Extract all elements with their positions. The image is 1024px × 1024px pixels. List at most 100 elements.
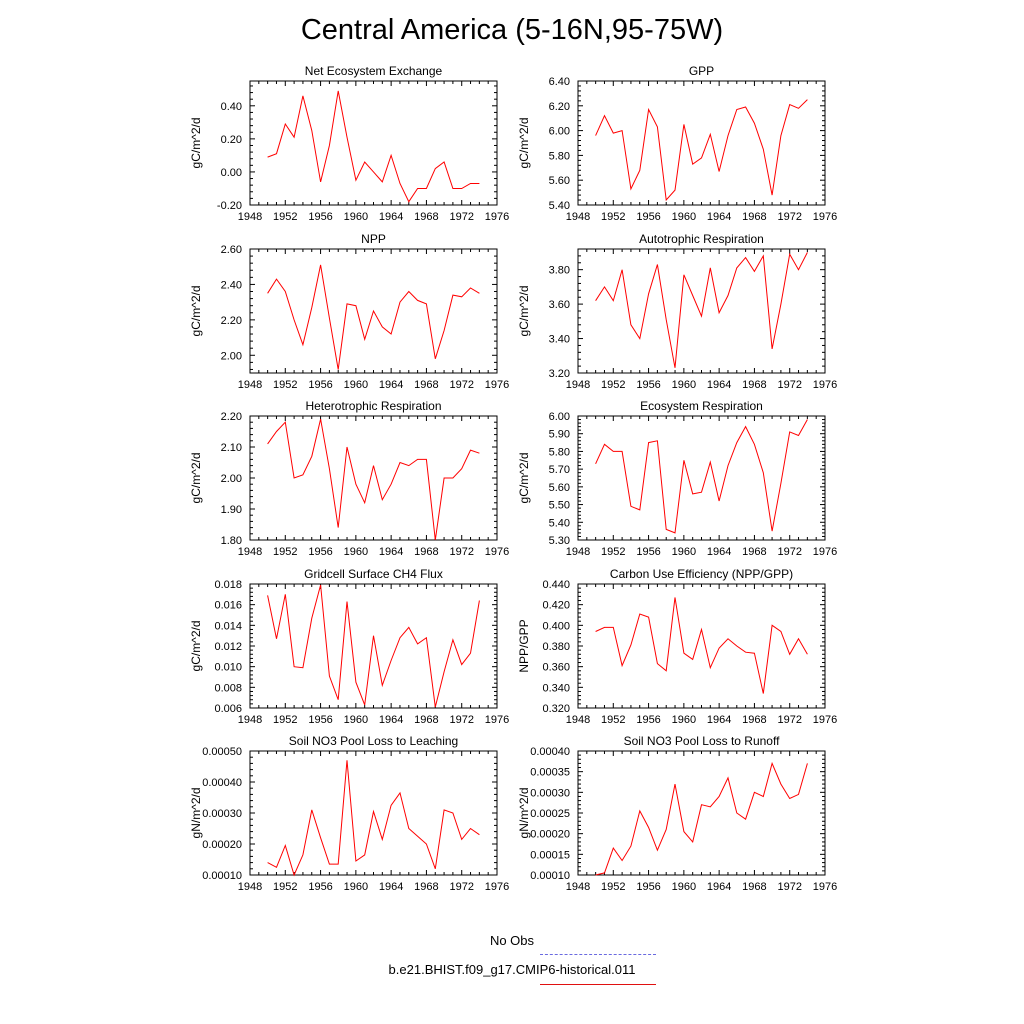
y-tick-label: 0.400 <box>542 620 570 632</box>
x-tick-label: 1968 <box>742 546 766 558</box>
y-tick-label: 2.60 <box>221 244 242 256</box>
y-tick-label: 6.20 <box>549 101 570 113</box>
y-tick-label: 3.60 <box>549 299 570 311</box>
x-tick-label: 1960 <box>672 881 696 893</box>
y-tick-label: 0.00 <box>221 167 242 179</box>
x-tick-label: 1972 <box>449 714 473 726</box>
x-tick-label: 1948 <box>238 881 262 893</box>
chart-panel-5: Heterotrophic Respiration gC/m^2/d 1948 195… <box>189 399 509 558</box>
y-tick-label: 3.40 <box>549 334 570 346</box>
chart-panel-3: NPP gC/m^2/d 1948 1952 1956 1960 1964 1968 1972 1… <box>189 232 509 391</box>
x-tick-label: 1952 <box>273 881 297 893</box>
x-tick-label: 1964 <box>707 379 731 391</box>
y-tick-label: 0.00040 <box>202 777 242 789</box>
x-tick-label: 1960 <box>344 211 368 223</box>
y-tick-label: 0.00020 <box>530 829 570 841</box>
y-tick-label: 5.70 <box>549 464 570 476</box>
y-tick-label: 0.016 <box>214 600 242 612</box>
series-line <box>267 760 480 877</box>
x-tick-label: 1956 <box>308 379 332 391</box>
x-tick-label: 1952 <box>601 714 625 726</box>
x-tick-label: 1968 <box>414 714 438 726</box>
x-tick-label: 1952 <box>273 546 297 558</box>
x-tick-label: 1960 <box>672 379 696 391</box>
y-tick-label: 0.00030 <box>202 808 242 820</box>
x-tick-label: 1948 <box>238 379 262 391</box>
chart-panel-1: Net Ecosystem Exchange gC/m^2/d 1948 1952 19… <box>189 64 509 223</box>
plot-frame <box>577 80 826 206</box>
x-tick-label: 1976 <box>485 714 509 726</box>
y-tick-label: 5.90 <box>549 429 570 441</box>
y-tick-label: 5.60 <box>549 482 570 494</box>
x-tick-label: 1968 <box>742 211 766 223</box>
legend-line-obs <box>540 954 656 955</box>
series-line <box>595 761 808 876</box>
x-tick-label: 1964 <box>707 211 731 223</box>
x-tick-label: 1956 <box>636 546 660 558</box>
x-tick-label: 1972 <box>777 211 801 223</box>
x-tick-label: 1976 <box>813 379 837 391</box>
series-line <box>595 252 808 368</box>
x-tick-label: 1956 <box>308 881 332 893</box>
chart-title: Autotrophic Respiration <box>639 232 764 246</box>
y-axis-label: gC/m^2/d <box>517 286 531 337</box>
y-axis-label: gN/m^2/d <box>189 788 203 839</box>
x-tick-label: 1968 <box>414 881 438 893</box>
y-tick-label: 0.00015 <box>530 849 570 861</box>
legend-label-obs: No Obs <box>489 933 535 948</box>
plot-frame <box>249 80 498 206</box>
x-tick-label: 1956 <box>308 714 332 726</box>
x-tick-label: 1956 <box>636 379 660 391</box>
y-tick-label: 5.80 <box>549 446 570 458</box>
x-tick-label: 1956 <box>636 881 660 893</box>
y-tick-label: 5.50 <box>549 500 570 512</box>
y-tick-label: 5.80 <box>549 150 570 162</box>
x-tick-label: 1960 <box>344 546 368 558</box>
y-tick-label: 0.00040 <box>530 746 570 758</box>
x-tick-label: 1960 <box>672 211 696 223</box>
x-tick-label: 1952 <box>601 379 625 391</box>
y-tick-label: 0.014 <box>214 620 242 632</box>
x-tick-label: 1956 <box>308 211 332 223</box>
x-tick-label: 1960 <box>672 546 696 558</box>
x-tick-label: 1968 <box>414 546 438 558</box>
chart-panel-7: Gridcell Surface CH4 Flux gC/m^2/d 1948 195… <box>189 567 509 726</box>
y-tick-label: 0.340 <box>542 682 570 694</box>
x-tick-label: 1956 <box>308 546 332 558</box>
y-tick-label: 2.00 <box>221 473 242 485</box>
y-tick-label: 2.00 <box>221 350 242 362</box>
y-tick-label: 0.006 <box>214 703 242 715</box>
x-tick-label: 1960 <box>344 714 368 726</box>
y-tick-label: 0.00010 <box>530 870 570 882</box>
y-tick-label: 0.440 <box>542 579 570 591</box>
y-tick-label: 0.00050 <box>202 746 242 758</box>
series-line <box>267 418 480 541</box>
plot-frame <box>577 248 826 374</box>
chart-panel-8: Carbon Use Efficiency (NPP/GPP) NPP/GPP 19… <box>517 567 837 726</box>
chart-title: Ecosystem Respiration <box>640 399 763 413</box>
x-tick-label: 1972 <box>777 714 801 726</box>
plot-frame <box>577 750 826 876</box>
x-tick-label: 1948 <box>566 379 590 391</box>
x-tick-label: 1972 <box>449 546 473 558</box>
x-tick-label: 1948 <box>238 211 262 223</box>
x-tick-label: 1972 <box>449 379 473 391</box>
x-tick-label: 1972 <box>777 379 801 391</box>
plot-frame <box>577 583 826 709</box>
chart-title: Gridcell Surface CH4 Flux <box>304 567 443 581</box>
x-tick-label: 1972 <box>449 881 473 893</box>
x-tick-label: 1960 <box>344 881 368 893</box>
y-tick-label: 1.80 <box>221 535 242 547</box>
y-tick-label: 0.008 <box>214 682 242 694</box>
chart-title: Soil NO3 Pool Loss to Leaching <box>289 734 458 748</box>
y-axis-label: gC/m^2/d <box>189 286 203 337</box>
series-line <box>267 90 480 203</box>
y-tick-label: 0.00020 <box>202 839 242 851</box>
y-axis-label: gC/m^2/d <box>189 118 203 169</box>
x-tick-label: 1976 <box>485 881 509 893</box>
x-tick-label: 1948 <box>566 546 590 558</box>
x-tick-label: 1956 <box>636 714 660 726</box>
series-line <box>595 597 808 694</box>
chart-title: Carbon Use Efficiency (NPP/GPP) <box>610 567 793 581</box>
x-tick-label: 1972 <box>777 881 801 893</box>
